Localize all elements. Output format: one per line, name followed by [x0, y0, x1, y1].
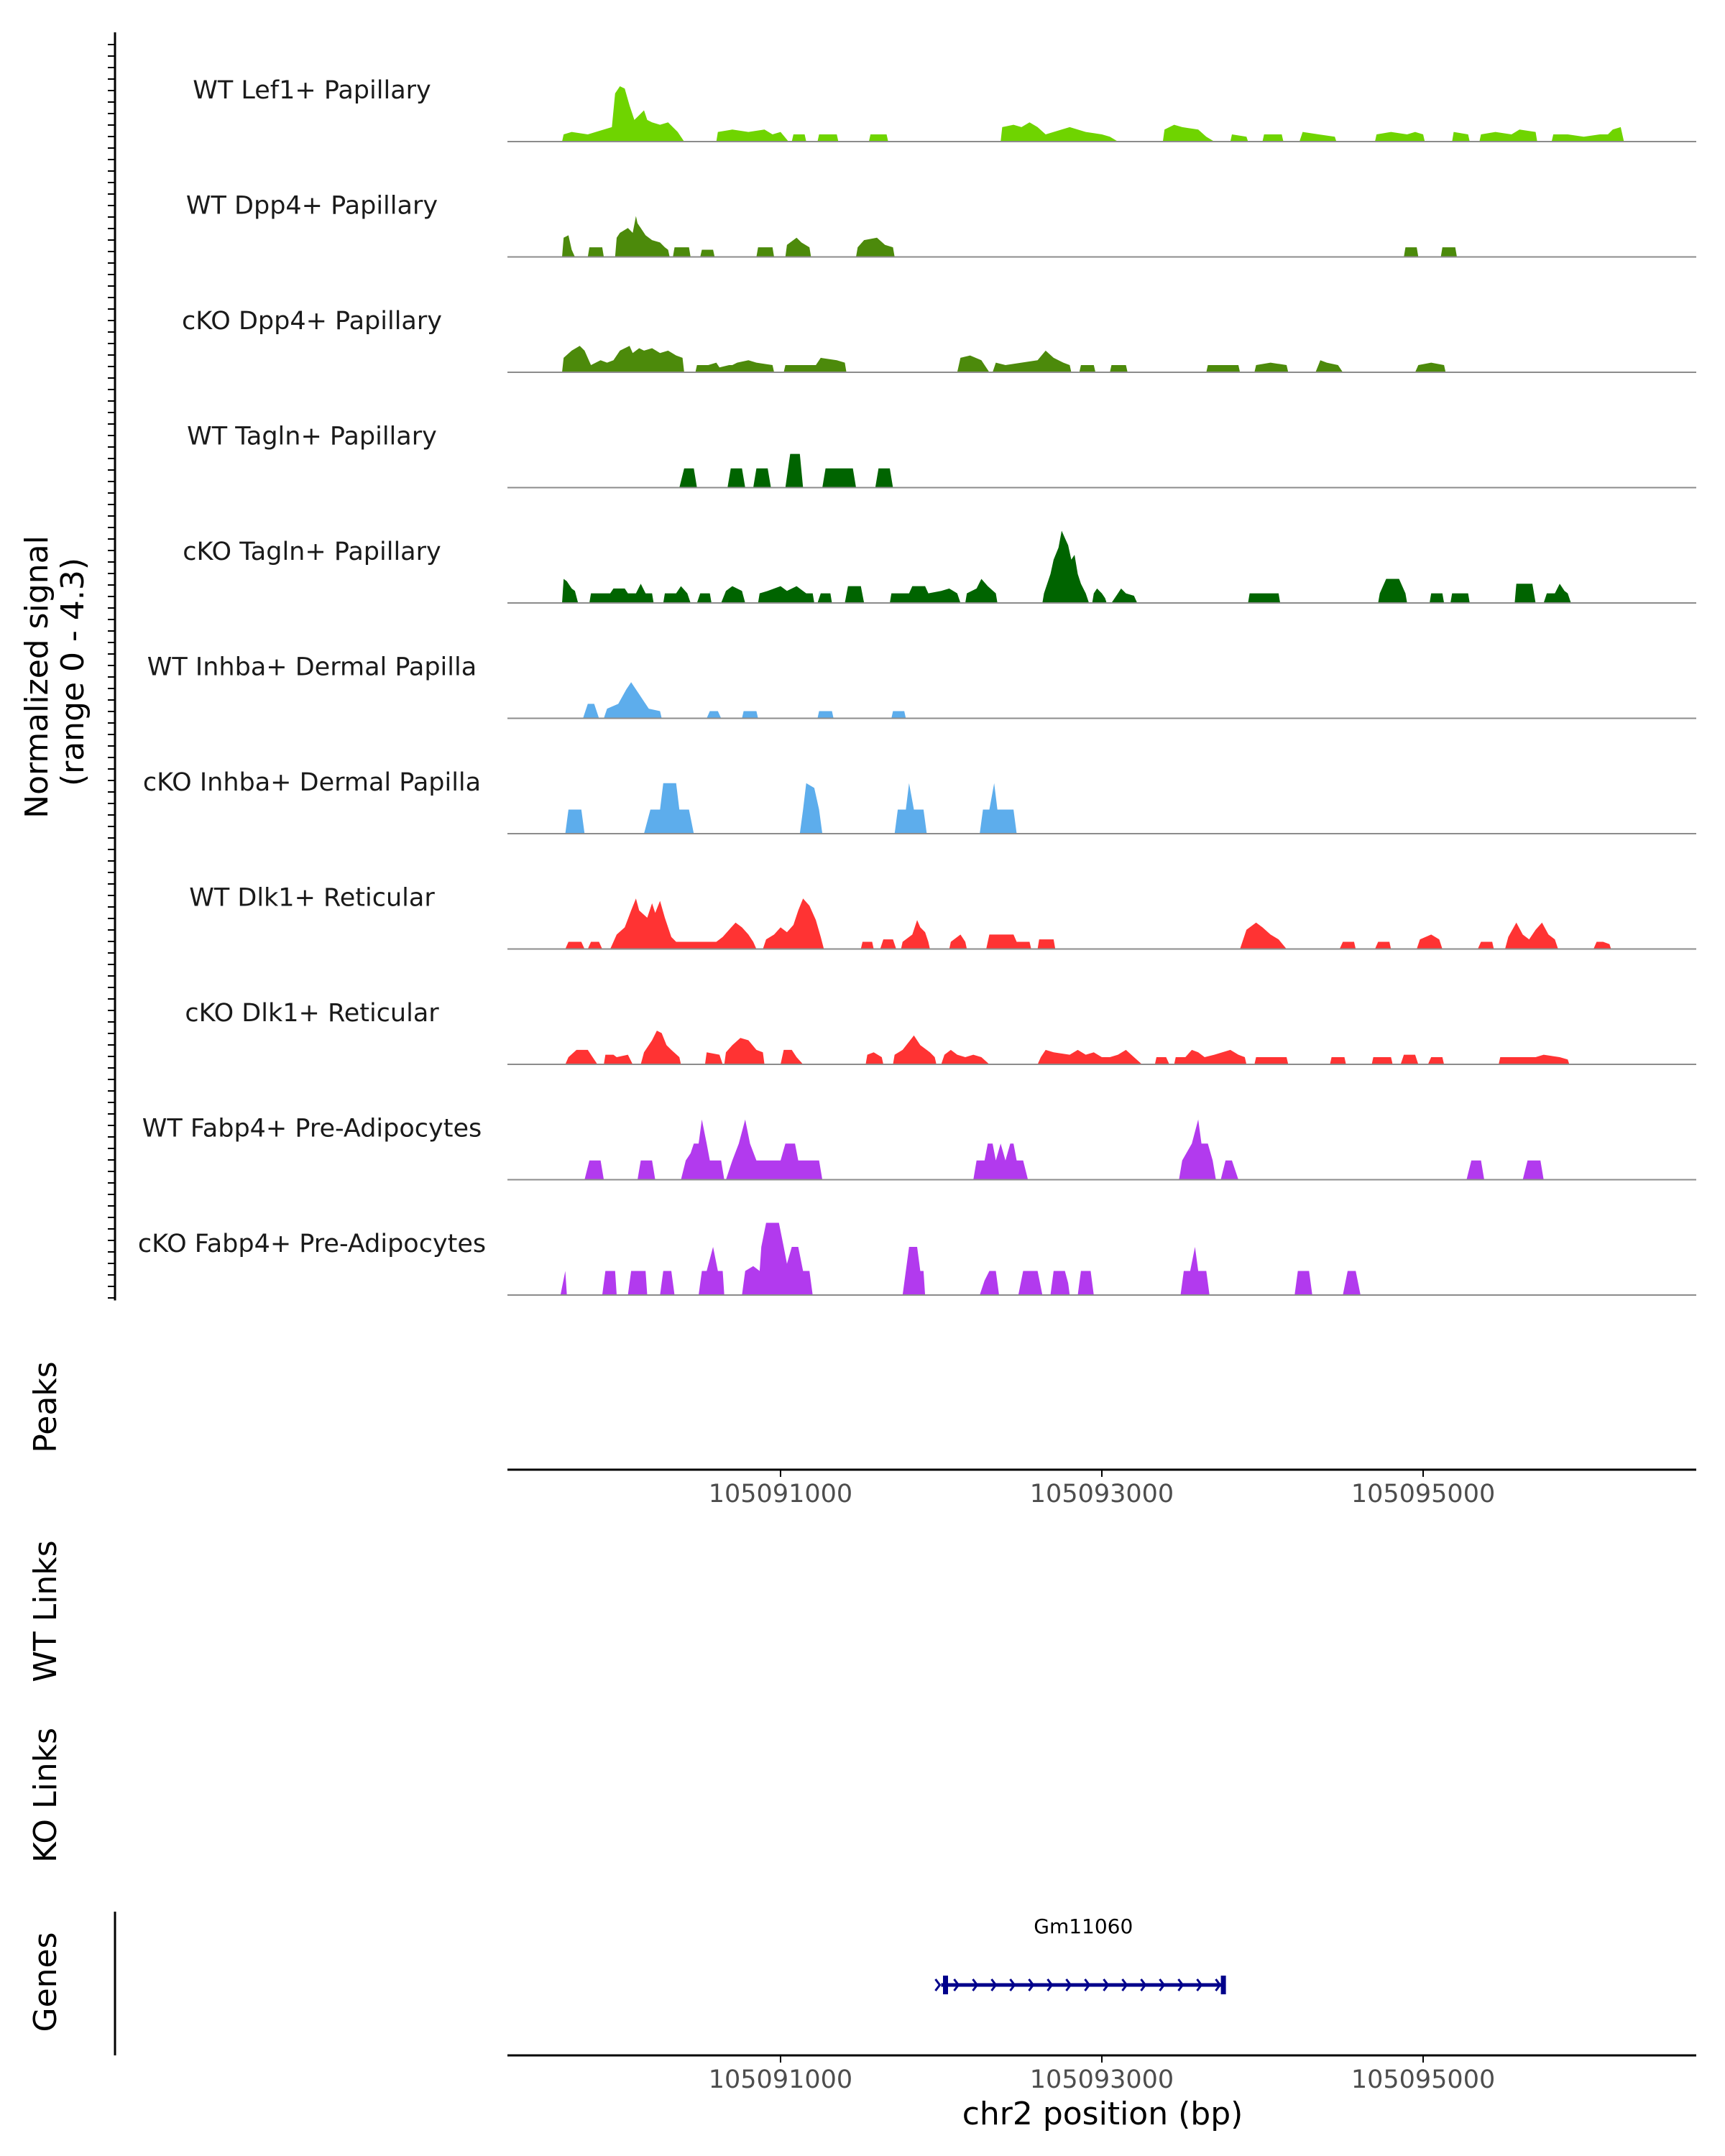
track-label: WT Inhba+ Dermal Papilla — [147, 653, 477, 682]
coverage-area — [565, 783, 1017, 834]
strand-arrow — [1009, 1978, 1016, 1991]
genes-x-axis-ticks: 105091000 105093000 105095000 — [709, 2055, 1495, 2094]
ko-links-panel-label: KO Links — [27, 1728, 64, 1863]
coverage-area — [562, 216, 1457, 257]
strand-arrow — [1140, 1978, 1147, 1991]
coverage-area — [562, 86, 1624, 142]
peaks-panel-label: Peaks — [27, 1361, 64, 1452]
strand-arrow — [1121, 1978, 1128, 1991]
x-tick-label: 105091000 — [709, 2065, 852, 2094]
track-label: cKO Inhba+ Dermal Papilla — [143, 768, 481, 797]
gene-gm11060: Gm11060 — [934, 1915, 1226, 1994]
x-tick-label: 105091000 — [709, 1480, 852, 1508]
coverage-area — [565, 1031, 1570, 1064]
track-cko-fabp4-pre-adipocytes: cKO Fabp4+ Pre-Adipocytes — [138, 1222, 1696, 1296]
coverage-area — [584, 1119, 1544, 1180]
coverage-area — [562, 530, 1571, 603]
track-cko-inhba-dermal-papilla: cKO Inhba+ Dermal Papilla — [143, 768, 1696, 834]
strand-arrow — [1159, 1978, 1166, 1991]
strand-arrow — [1177, 1978, 1184, 1991]
track-label: cKO Fabp4+ Pre-Adipocytes — [138, 1230, 486, 1258]
track-cko-tagln-papillary: cKO Tagln+ Papillary — [183, 530, 1696, 604]
coverage-axis-label-line2: (range 0 - 4.3) — [55, 558, 91, 786]
coverage-area — [565, 898, 1611, 949]
gene-name: Gm11060 — [1034, 1915, 1133, 1938]
track-cko-dpp4-papillary: cKO Dpp4+ Papillary — [182, 307, 1696, 373]
track-label: WT Dpp4+ Papillary — [186, 192, 438, 221]
coverage-area — [583, 682, 906, 719]
track-label: cKO Dpp4+ Papillary — [182, 307, 442, 336]
track-wt-fabp4-pre-adipocytes: WT Fabp4+ Pre-Adipocytes — [142, 1115, 1696, 1181]
strand-arrow — [1084, 1978, 1091, 1991]
coverage-area — [679, 453, 893, 488]
x-tick-label: 105093000 — [1030, 1480, 1174, 1508]
track-wt-lef1-papillary: WT Lef1+ Papillary — [193, 76, 1696, 142]
coverage-axis-label-line1: Normalized signal — [19, 535, 55, 819]
strand-arrow — [1046, 1978, 1054, 1991]
track-wt-dlk1-reticular: WT Dlk1+ Reticular — [189, 884, 1696, 950]
coverage-area — [562, 346, 1446, 372]
strand-arrow — [1196, 1978, 1203, 1991]
strand-arrow — [972, 1978, 979, 1991]
x-tick-label: 105095000 — [1351, 1480, 1495, 1508]
x-axis-title: chr2 position (bp) — [962, 2096, 1243, 2132]
track-label: cKO Tagln+ Papillary — [183, 538, 441, 566]
wt-links-panel-label: WT Links — [27, 1540, 64, 1682]
track-wt-dpp4-papillary: WT Dpp4+ Papillary — [186, 192, 1696, 258]
x-tick-label: 105095000 — [1351, 2065, 1495, 2094]
strand-arrow — [1028, 1978, 1035, 1991]
track-label: WT Fabp4+ Pre-Adipocytes — [142, 1115, 482, 1143]
track-label: WT Dlk1+ Reticular — [189, 884, 435, 913]
coverage-tracks: WT Lef1+ Papillary WT Dpp4+ Papillary cKO … — [138, 76, 1696, 1296]
track-wt-inhba-dermal-papilla: WT Inhba+ Dermal Papilla — [147, 653, 1696, 719]
x-tick-label: 105093000 — [1030, 2065, 1174, 2094]
track-cko-dlk1-reticular: cKO Dlk1+ Reticular — [185, 999, 1696, 1065]
strand-arrow — [1065, 1978, 1072, 1991]
gene-annotation-track: Gm11060 — [934, 1915, 1226, 1994]
track-wt-tagln-papillary: WT Tagln+ Papillary — [187, 423, 1696, 489]
strand-arrow — [953, 1978, 960, 1991]
coverage-left-axis — [108, 32, 116, 1301]
coverage-axis-label: Normalized signal (range 0 - 4.3) — [19, 525, 91, 819]
track-label: cKO Dlk1+ Reticular — [185, 999, 439, 1028]
genes-panel-label: Genes — [27, 1932, 64, 2032]
peaks-x-axis-ticks: 105091000 105093000 105095000 — [709, 1470, 1495, 1508]
track-label: WT Tagln+ Papillary — [187, 423, 437, 451]
strand-arrow — [934, 1978, 942, 1991]
strand-arrow — [990, 1978, 998, 1991]
track-label: WT Lef1+ Papillary — [193, 76, 431, 105]
strand-arrow — [1215, 1978, 1222, 1991]
coverage-area — [560, 1222, 1361, 1295]
strand-arrow — [1103, 1978, 1110, 1991]
